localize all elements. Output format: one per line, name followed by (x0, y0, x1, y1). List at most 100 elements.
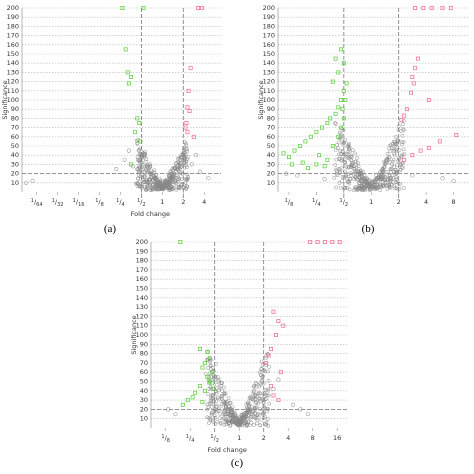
data-point-downregulated (341, 116, 346, 121)
data-point-nonsignificant (157, 187, 162, 192)
data-point-nonsignificant (183, 141, 188, 146)
data-point-nonsignificant (209, 411, 214, 416)
y-tick-label: 140 (263, 59, 275, 67)
data-point-nonsignificant (254, 415, 259, 420)
data-point-nonsignificant (242, 411, 247, 415)
data-point-nonsignificant (345, 152, 350, 157)
data-point-nonsignificant (340, 179, 344, 183)
data-point-downregulated (200, 400, 205, 404)
data-point-downregulated (303, 139, 308, 144)
data-point-downregulated (344, 81, 349, 86)
data-point-nonsignificant (398, 161, 403, 166)
x-tick-label: 2 (262, 434, 266, 442)
y-tick-label: 20 (140, 405, 148, 413)
data-point-nonsignificant (358, 169, 363, 174)
data-point-nonsignificant (140, 186, 144, 190)
panel-c-volcano-plot: 1020304050607080901001101201301401501601… (130, 238, 347, 469)
data-point-downregulated (330, 79, 335, 84)
data-point-downregulated (125, 70, 130, 75)
y-tick-label: 50 (140, 378, 148, 386)
x-tick-label: 1/4 (186, 434, 195, 444)
data-point-nonsignificant (248, 417, 253, 421)
data-point-nonsignificant (137, 147, 141, 152)
data-point-nonsignificant (251, 384, 256, 389)
data-point-downregulated (202, 360, 207, 365)
y-tick-label: 170 (263, 32, 275, 40)
data-point-upregulated (402, 157, 407, 162)
data-point-nonsignificant (177, 185, 182, 190)
data-point-nonsignificant (383, 174, 387, 179)
data-point-nonsignificant (158, 181, 162, 186)
data-point-nonsignificant (261, 412, 266, 416)
data-point-upregulated (185, 105, 190, 110)
y-tick-label: 60 (267, 133, 275, 141)
data-point-downregulated (178, 240, 183, 244)
data-point-nonsignificant (362, 173, 367, 178)
data-point-nonsignificant (381, 170, 386, 175)
x-tick-label: 1/8 (95, 198, 104, 208)
data-point-nonsignificant (345, 176, 349, 181)
data-point-upregulated (410, 153, 415, 158)
data-point-nonsignificant (243, 419, 248, 424)
data-point-downregulated (340, 107, 345, 112)
data-point-downregulated (325, 121, 330, 125)
y-tick-label: 120 (136, 312, 148, 320)
data-point-downregulated (314, 130, 319, 135)
data-point-nonsignificant (349, 173, 354, 178)
data-point-nonsignificant (372, 178, 377, 183)
data-point-nonsignificant (206, 405, 211, 410)
data-point-nonsignificant (349, 171, 353, 176)
data-point-nonsignificant (339, 166, 344, 170)
data-point-downregulated (141, 6, 146, 10)
data-point-nonsignificant (388, 149, 392, 154)
data-point-nonsignificant (232, 416, 237, 421)
y-tick-label: 80 (267, 114, 275, 122)
data-point-nonsignificant (361, 188, 366, 192)
data-point-nonsignificant (144, 159, 148, 164)
data-point-nonsignificant (205, 357, 210, 362)
data-point-nonsignificant (410, 173, 415, 178)
data-point-nonsignificant (402, 152, 407, 156)
data-point-nonsignificant (260, 377, 265, 382)
panel-label: (a) (104, 223, 117, 235)
data-point-upregulated (404, 107, 409, 112)
data-point-downregulated (322, 164, 327, 169)
data-point-nonsignificant (355, 177, 360, 182)
data-point-downregulated (328, 116, 333, 121)
data-point-nonsignificant (258, 399, 262, 403)
data-point-nonsignificant (147, 165, 152, 170)
data-point-nonsignificant (338, 152, 343, 157)
data-point-downregulated (126, 81, 131, 86)
data-point-nonsignificant (214, 389, 219, 394)
data-point-downregulated (306, 166, 311, 171)
data-point-nonsignificant (298, 407, 303, 412)
data-point-nonsignificant (213, 361, 218, 366)
x-tick-label: 1 (369, 198, 373, 206)
x-tick-label: 1/8 (285, 198, 294, 208)
data-point-nonsignificant (337, 140, 341, 145)
data-point-nonsignificant (219, 381, 224, 385)
data-point-nonsignificant (218, 421, 223, 426)
y-tick-label: 170 (7, 32, 19, 40)
data-point-nonsignificant (224, 405, 228, 409)
data-point-nonsignificant (359, 179, 364, 184)
y-tick-label: 150 (136, 285, 148, 293)
data-point-downregulated (133, 130, 138, 135)
data-point-nonsignificant (247, 406, 252, 411)
data-point-nonsignificant (186, 175, 191, 179)
data-point-nonsignificant (170, 173, 175, 177)
data-point-nonsignificant (179, 181, 184, 186)
data-point-nonsignificant (392, 141, 397, 146)
data-point-nonsignificant (173, 411, 178, 417)
data-point-nonsignificant (136, 182, 140, 186)
data-point-downregulated (308, 134, 313, 139)
data-point-nonsignificant (391, 180, 396, 184)
data-point-nonsignificant (261, 416, 266, 420)
data-point-nonsignificant (356, 164, 361, 169)
data-point-nonsignificant (211, 392, 215, 397)
data-point-downregulated (202, 388, 207, 393)
x-tick-label: 1/32 (52, 198, 64, 208)
data-point-upregulated (186, 88, 191, 93)
data-point-nonsignificant (162, 180, 167, 184)
data-point-nonsignificant (147, 177, 152, 181)
